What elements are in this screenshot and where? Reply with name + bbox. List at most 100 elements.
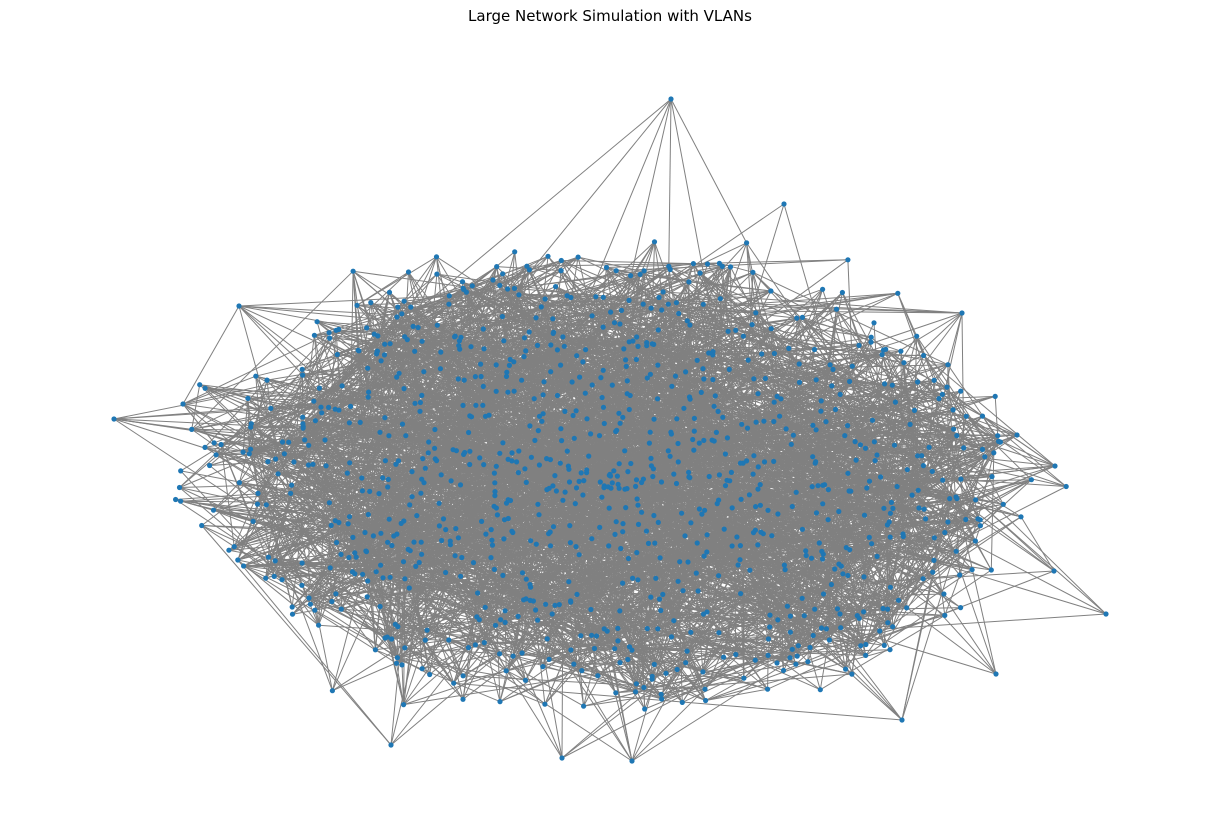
graph-edge: [661, 654, 769, 700]
graph-edge: [582, 366, 627, 496]
graph-edge: [257, 492, 636, 693]
graph-edge: [847, 259, 853, 367]
graph-edge: [352, 271, 376, 650]
graph-edge: [316, 321, 363, 479]
graph-edge: [180, 470, 283, 581]
graph-edge: [199, 384, 249, 399]
graph-edge: [485, 410, 565, 417]
graph-edge: [670, 98, 748, 244]
graph-edge: [367, 367, 507, 373]
graph-edge: [308, 597, 426, 641]
graph-edge: [213, 442, 822, 629]
graph-edge: [628, 281, 690, 301]
graph-edge: [743, 335, 958, 437]
graph-edge: [923, 355, 983, 450]
graph-edge: [690, 522, 806, 552]
graph-edge: [651, 461, 679, 677]
graph-edge: [448, 639, 464, 700]
graph-edge: [499, 295, 568, 454]
graph-edge: [630, 395, 849, 474]
graph-edge: [580, 613, 704, 637]
graph-edge: [238, 305, 659, 331]
graph-edge: [703, 555, 751, 571]
graph-edge: [702, 304, 743, 425]
graph-edge: [594, 613, 1107, 649]
graph-edge: [594, 425, 848, 649]
chart-title: Large Network Simulation with VLANs: [468, 7, 752, 25]
graph-edge: [526, 368, 834, 580]
graph-edge: [362, 573, 595, 649]
graph-edge: [579, 336, 637, 378]
graph-edge: [460, 260, 562, 338]
graph-edge: [783, 626, 893, 671]
graph-edge: [113, 367, 368, 420]
graph-edge: [485, 606, 771, 616]
graph-edge: [443, 376, 476, 520]
graph-edge: [362, 479, 389, 575]
graph-edge: [380, 564, 536, 611]
graph-edge: [548, 582, 623, 660]
graph-edge: [274, 573, 355, 577]
graph-edge: [809, 511, 840, 648]
graph-edge: [436, 273, 724, 418]
graph-edge: [313, 401, 316, 421]
graph-edge: [708, 476, 862, 647]
graph-edge: [922, 519, 981, 580]
graph-edge: [379, 432, 411, 551]
graph-edge: [681, 399, 691, 514]
graph-edge: [248, 343, 391, 455]
graph-edge: [712, 354, 908, 609]
graph-edge: [885, 348, 1056, 467]
graph-edge: [990, 452, 995, 571]
graph-edge: [759, 381, 850, 485]
graph-edge: [635, 486, 653, 677]
graph-edge: [544, 298, 769, 511]
graph-edge: [191, 384, 201, 430]
graph-edge: [650, 365, 853, 598]
graph-edge: [818, 415, 967, 544]
graph-edge: [379, 402, 421, 607]
graph-edge: [266, 504, 342, 555]
graph-edge: [404, 647, 546, 705]
graph-edge: [704, 557, 812, 690]
graph-edge: [607, 407, 685, 488]
graph-edge: [675, 281, 690, 303]
graph-edge: [496, 507, 820, 544]
graph-edge: [411, 471, 686, 664]
graph-edge: [436, 273, 596, 298]
graph-edge: [528, 331, 853, 675]
graph-edge: [617, 628, 637, 684]
graph-edge: [626, 393, 715, 442]
graph-edge: [419, 351, 442, 412]
graph-edge: [352, 271, 371, 492]
graph-edge: [944, 452, 995, 533]
graph-edge: [396, 279, 494, 378]
graph-edge: [328, 406, 832, 585]
graph-edge: [518, 294, 630, 301]
graph-edge: [757, 488, 840, 565]
graph-edge: [676, 476, 710, 484]
graph-edge: [856, 536, 891, 616]
graph-edge: [403, 639, 450, 705]
graph-edge: [356, 304, 391, 345]
graph-edge: [348, 307, 399, 558]
graph-edge: [773, 353, 889, 623]
graph-edge: [683, 308, 837, 409]
graph-edge: [730, 266, 775, 354]
graph-edge: [650, 442, 700, 459]
graph-edge: [570, 498, 950, 603]
graph-edge: [265, 504, 293, 608]
graph-edge: [425, 561, 680, 641]
graph-edge: [469, 376, 580, 465]
graph-edge: [251, 423, 309, 466]
graph-edge: [440, 368, 577, 489]
graph-edge: [281, 579, 386, 639]
graph-edge: [713, 359, 749, 407]
graph-edge: [654, 622, 888, 665]
graph-edge: [460, 273, 641, 338]
graph-edge: [949, 498, 1055, 572]
graph-edge: [358, 255, 549, 352]
graph-edge: [793, 434, 976, 542]
graph-edge: [237, 559, 319, 626]
graph-edge: [903, 362, 979, 520]
